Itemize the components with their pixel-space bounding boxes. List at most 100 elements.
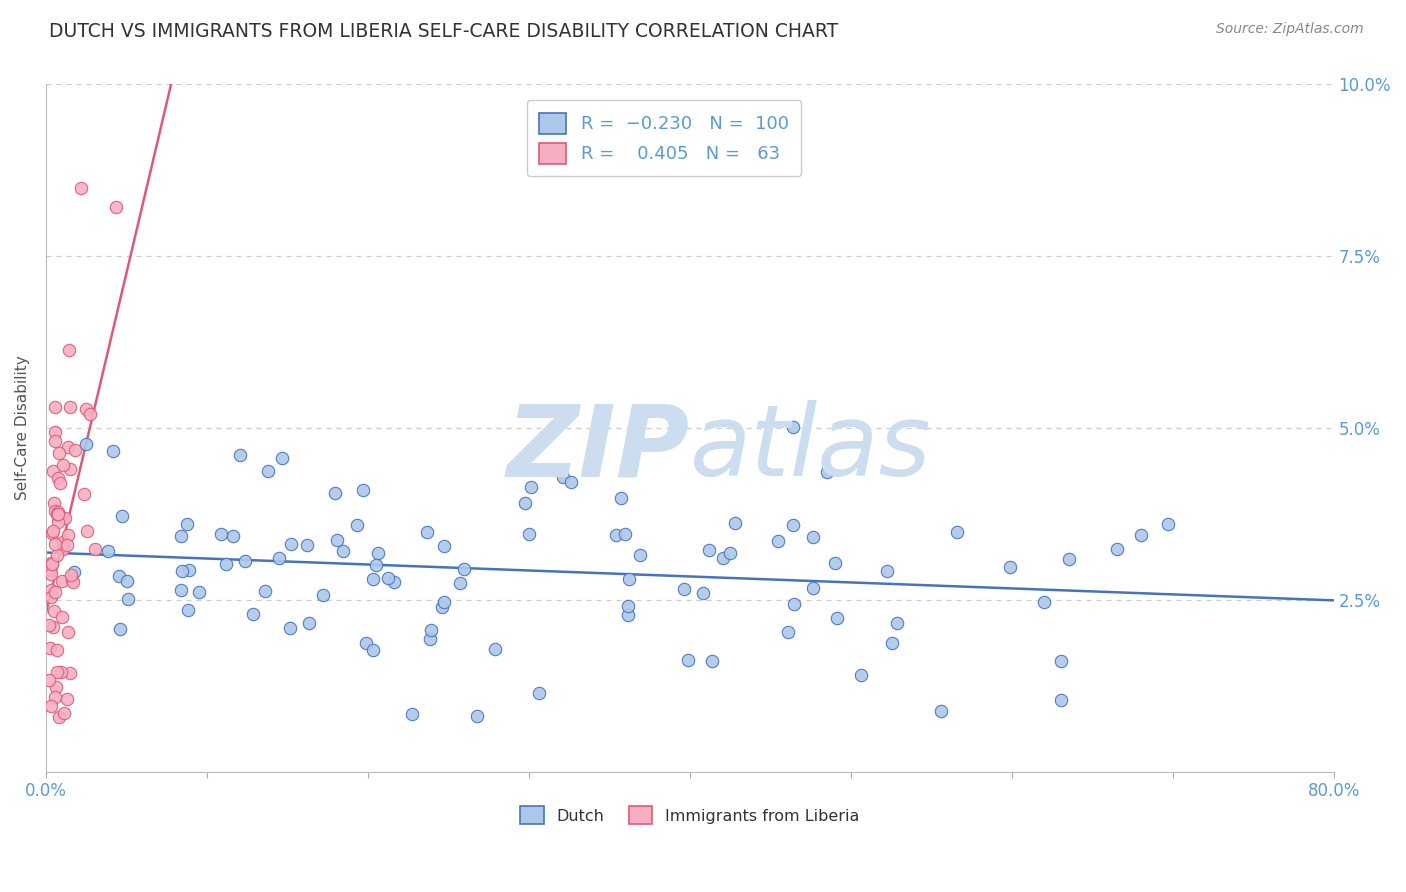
Point <box>48 475 70 490</box>
Point <box>346 517 368 532</box>
Point <box>48 509 70 524</box>
Point <box>56 624 79 639</box>
Point <box>1157 516 1180 531</box>
Point <box>46 508 69 522</box>
Point <box>326 533 349 547</box>
Point <box>453 562 475 576</box>
Point <box>433 595 456 609</box>
Point <box>323 486 346 500</box>
Point <box>513 495 536 509</box>
Point <box>52 458 75 472</box>
Point <box>58 440 80 454</box>
Point <box>62 575 84 590</box>
Point <box>45 681 67 695</box>
Point <box>39 556 62 570</box>
Point <box>361 572 384 586</box>
Point <box>52 534 75 549</box>
Point <box>38 563 60 577</box>
Point <box>79 407 101 421</box>
Point <box>619 572 641 586</box>
Point <box>41 464 63 478</box>
Point <box>108 623 131 637</box>
Point <box>38 617 60 632</box>
Point <box>51 609 73 624</box>
Point <box>253 584 276 599</box>
Point <box>801 582 824 596</box>
Point <box>354 636 377 650</box>
Point <box>271 450 294 465</box>
Point <box>107 569 129 583</box>
Legend: Dutch, Immigrants from Liberia: Dutch, Immigrants from Liberia <box>512 798 868 832</box>
Point <box>44 537 66 551</box>
Text: atlas: atlas <box>690 401 931 497</box>
Point <box>702 654 724 668</box>
Point <box>76 524 98 539</box>
Point <box>366 558 388 572</box>
Point <box>782 517 804 532</box>
Point <box>295 538 318 552</box>
Point <box>38 673 60 687</box>
Point <box>256 464 278 478</box>
Point <box>312 589 335 603</box>
Point <box>332 543 354 558</box>
Point <box>520 480 543 494</box>
Point <box>49 665 72 679</box>
Point <box>419 632 441 646</box>
Point <box>824 556 846 570</box>
Point <box>53 706 76 721</box>
Point <box>60 573 83 587</box>
Point <box>768 534 790 549</box>
Point <box>605 528 627 542</box>
Point <box>56 691 79 706</box>
Point <box>53 511 76 525</box>
Point <box>617 608 640 623</box>
Point <box>433 539 456 553</box>
Point <box>48 446 70 460</box>
Point <box>41 557 63 571</box>
Point <box>517 526 540 541</box>
Point <box>278 621 301 635</box>
Point <box>419 623 441 637</box>
Point <box>998 559 1021 574</box>
Text: Source: ZipAtlas.com: Source: ZipAtlas.com <box>1216 22 1364 37</box>
Point <box>39 590 62 604</box>
Point <box>103 444 125 458</box>
Point <box>945 524 967 539</box>
Text: DUTCH VS IMMIGRANTS FROM LIBERIA SELF-CARE DISABILITY CORRELATION CHART: DUTCH VS IMMIGRANTS FROM LIBERIA SELF-CA… <box>49 22 838 41</box>
Point <box>39 582 62 597</box>
Point <box>51 574 73 588</box>
Point <box>46 665 69 679</box>
Point <box>222 528 245 542</box>
Point <box>59 462 82 476</box>
Point <box>117 592 139 607</box>
Point <box>432 600 454 615</box>
Y-axis label: Self-Care Disability: Self-Care Disability <box>15 356 30 500</box>
Point <box>76 402 98 417</box>
Point <box>416 525 439 540</box>
Point <box>449 575 471 590</box>
Point <box>697 543 720 558</box>
Point <box>849 668 872 682</box>
Point <box>876 564 898 578</box>
Point <box>38 640 60 655</box>
Point <box>44 504 66 518</box>
Point <box>39 567 62 582</box>
Point <box>215 557 238 571</box>
Point <box>44 690 66 704</box>
Point <box>42 604 65 618</box>
Point <box>692 586 714 600</box>
Point <box>104 200 127 214</box>
Point <box>1032 595 1054 609</box>
Text: ZIP: ZIP <box>506 401 690 497</box>
Point <box>170 565 193 579</box>
Point <box>70 180 93 194</box>
Point <box>484 642 506 657</box>
Point <box>801 530 824 544</box>
Point <box>929 704 952 718</box>
Point <box>46 505 69 519</box>
Point <box>56 528 79 542</box>
Point <box>111 509 134 524</box>
Point <box>42 496 65 510</box>
Point <box>367 546 389 560</box>
Point <box>44 401 66 415</box>
